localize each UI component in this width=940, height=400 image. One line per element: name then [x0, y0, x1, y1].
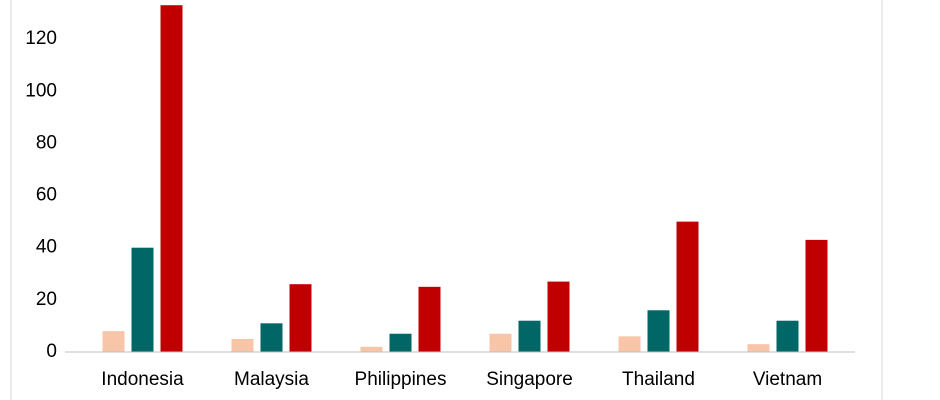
bar	[131, 247, 154, 352]
y-tick-label: 100	[25, 80, 57, 101]
x-tick-label: Indonesia	[101, 369, 184, 390]
bar	[805, 239, 828, 352]
x-tick-label: Singapore	[486, 369, 573, 390]
bar	[360, 346, 383, 352]
bar	[160, 5, 183, 353]
x-tick-label: Philippines	[355, 369, 447, 390]
bar	[260, 323, 283, 352]
y-tick-label: 80	[36, 132, 57, 153]
y-tick-label: 40	[36, 237, 57, 258]
bar	[289, 284, 312, 352]
bar	[618, 336, 641, 352]
bar	[547, 281, 570, 352]
bar	[647, 310, 670, 352]
chart-frame	[10, 0, 883, 400]
bar	[418, 286, 441, 352]
bar	[231, 338, 254, 352]
y-tick-label: 20	[36, 289, 57, 310]
x-tick-label: Malaysia	[234, 369, 309, 390]
y-tick-label: 120	[25, 28, 57, 49]
bar	[102, 331, 125, 352]
bar	[776, 320, 799, 352]
y-tick-label: 0	[46, 341, 57, 362]
bar	[489, 333, 512, 352]
bar	[676, 221, 699, 352]
x-tick-label: Thailand	[622, 369, 695, 390]
bar	[389, 333, 412, 352]
y-tick-label: 60	[36, 185, 57, 206]
bar	[518, 320, 541, 352]
x-tick-label: Vietnam	[753, 369, 822, 390]
bar	[747, 344, 770, 352]
